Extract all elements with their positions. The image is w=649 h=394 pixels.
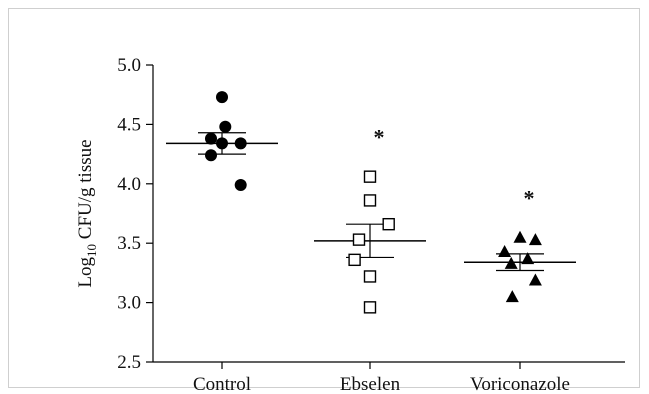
y-axis-label-prefix: Log — [75, 256, 96, 287]
data-point — [216, 91, 228, 104]
data-point — [528, 233, 542, 246]
data-point — [363, 194, 377, 207]
significance-marker: * — [374, 125, 385, 150]
y-tick-label: 4.5 — [117, 114, 141, 135]
y-tick-label: 4.0 — [117, 174, 141, 195]
data-groups: ** — [166, 91, 576, 314]
y-tick-label: 2.5 — [117, 352, 141, 373]
data-point — [205, 149, 217, 162]
x-tick-label: Control — [193, 374, 251, 394]
data-point — [219, 120, 232, 133]
data-point — [504, 256, 518, 269]
x-ticks: Control Ebselen Voriconazole — [193, 362, 570, 394]
y-ticks: 2.5 3.0 3.5 4.0 4.5 5.0 — [117, 55, 153, 373]
y-tick-label: 5.0 — [117, 55, 141, 76]
y-tick-label: 3.0 — [117, 293, 141, 314]
figure-frame — [8, 8, 640, 388]
y-axis-label: Log10 CFU/g tissue — [75, 139, 99, 287]
data-point — [363, 301, 377, 314]
data-point — [234, 178, 247, 191]
data-point — [505, 290, 519, 303]
group-ebselen: * — [314, 125, 426, 314]
data-point — [352, 233, 366, 246]
data-point — [363, 270, 377, 283]
data-point — [216, 137, 228, 150]
data-point — [234, 137, 247, 150]
data-point — [363, 170, 377, 183]
y-axis-label-suffix: CFU/g tissue — [75, 139, 96, 244]
y-tick-label: 3.5 — [117, 233, 141, 254]
significance-marker: * — [524, 185, 535, 210]
y-axis-label-subscript: 10 — [84, 244, 99, 257]
axes — [152, 65, 625, 363]
group-control — [166, 91, 278, 191]
data-point — [348, 253, 361, 267]
data-point — [521, 252, 535, 265]
data-point — [382, 217, 395, 231]
data-point — [513, 230, 527, 243]
x-tick-label: Voriconazole — [470, 374, 570, 394]
data-point — [528, 273, 542, 286]
data-point — [205, 132, 217, 145]
group-voriconazole: * — [464, 185, 576, 303]
x-tick-label: Ebselen — [340, 374, 401, 394]
data-point — [498, 245, 512, 258]
